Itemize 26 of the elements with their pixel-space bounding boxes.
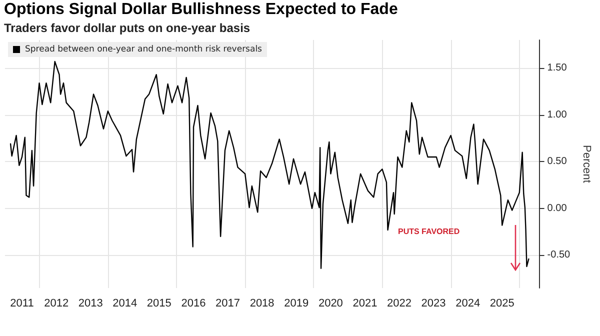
x-tick-label: 2018 bbox=[250, 298, 274, 310]
y-axis-title: Percent bbox=[580, 145, 592, 183]
chart-title: Options Signal Dollar Bullishness Expected to Fade bbox=[4, 1, 398, 19]
x-tick-label: 2024 bbox=[456, 298, 480, 310]
x-tick-label: 2014 bbox=[112, 298, 138, 310]
line-series bbox=[10, 60, 530, 269]
x-tick-label: 2020 bbox=[318, 298, 343, 310]
x-tick-label: 2025 bbox=[490, 298, 514, 310]
annotation: PUTS FAVORED bbox=[398, 227, 460, 236]
x-tick-label: 2017 bbox=[216, 298, 240, 310]
legend-label: Spread between one-year and one-month risk reversals bbox=[25, 44, 263, 54]
chart-subtitle: Traders favor dollar puts on one-year basis bbox=[4, 21, 250, 35]
y-tick-label: 1.00 bbox=[547, 109, 568, 120]
x-tick-label: 2011 bbox=[10, 298, 34, 310]
y-tick-label: -0.50 bbox=[547, 250, 571, 261]
y-tick-label: 1.50 bbox=[547, 62, 568, 74]
x-tick-label: 2023 bbox=[421, 298, 446, 310]
x-tick-label: 2022 bbox=[386, 298, 412, 310]
y-tick-label: 0.00 bbox=[547, 202, 568, 214]
x-tick-label: 2013 bbox=[78, 298, 103, 310]
x-tick-label: 2016 bbox=[181, 298, 206, 310]
x-tick-label: 2012 bbox=[44, 298, 69, 310]
x-tick-label: 2021 bbox=[352, 298, 378, 310]
y-tick-label: 0.50 bbox=[547, 156, 568, 168]
x-tick-label: 2019 bbox=[284, 298, 309, 310]
x-tick-label: 2015 bbox=[146, 298, 172, 310]
